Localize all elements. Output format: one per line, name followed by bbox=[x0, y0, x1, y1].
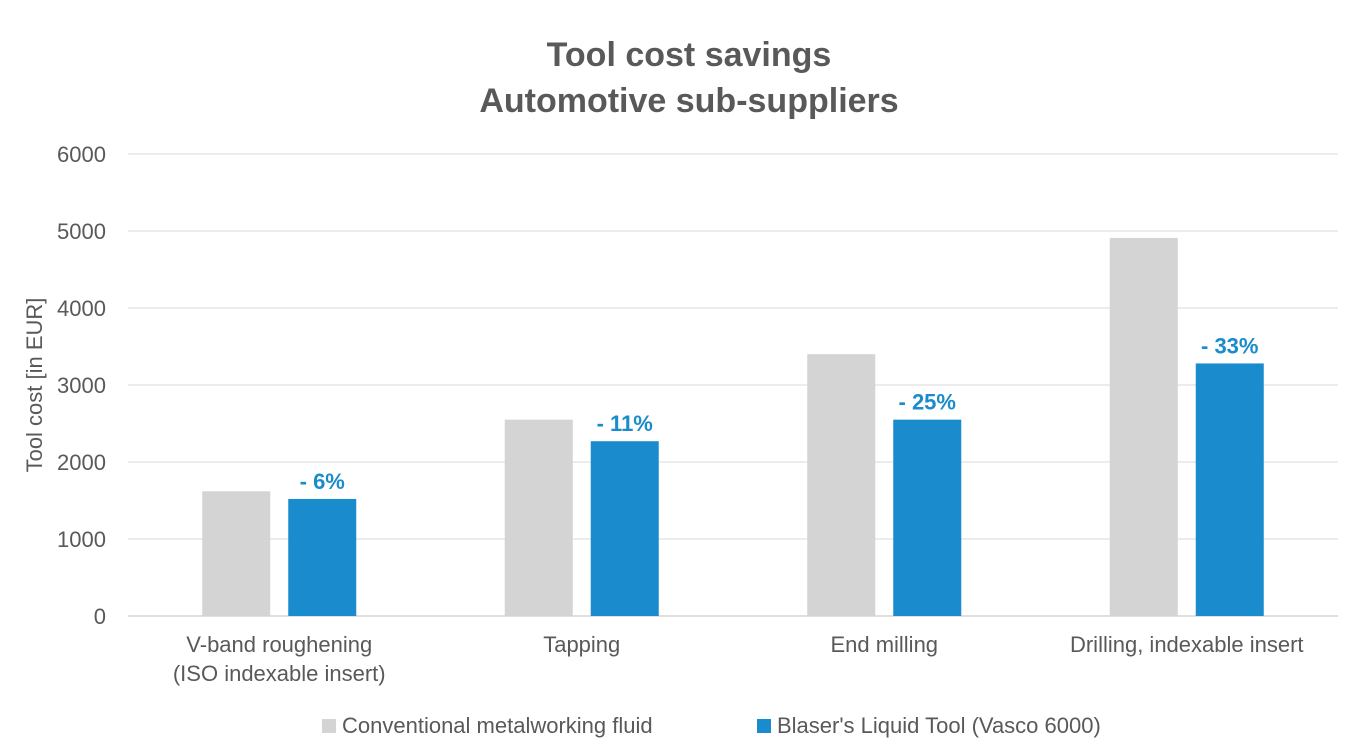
legend-swatch-conventional bbox=[322, 719, 336, 733]
y-tick-label: 1000 bbox=[57, 527, 106, 552]
legend-label-conventional: Conventional metalworking fluid bbox=[342, 713, 653, 738]
data-label: - 11% bbox=[597, 411, 653, 436]
data-label: - 6% bbox=[300, 469, 345, 494]
bar-conventional bbox=[807, 354, 876, 616]
y-tick-label: 6000 bbox=[57, 142, 106, 167]
bar-blaser bbox=[893, 419, 962, 616]
y-tick-label: 3000 bbox=[57, 373, 106, 398]
chart-title-line-2: Automotive sub-suppliers bbox=[479, 82, 899, 120]
legend-item-conventional: Conventional metalworking fluid bbox=[322, 713, 653, 739]
y-tick-label: 4000 bbox=[57, 296, 106, 321]
y-tick-label: 2000 bbox=[57, 450, 106, 475]
y-tick-label: 5000 bbox=[57, 219, 106, 244]
y-axis-label: Tool cost [in EUR] bbox=[22, 298, 47, 473]
bar-blaser bbox=[1195, 363, 1264, 616]
x-tick-label: Drilling, indexable insert bbox=[1070, 632, 1304, 657]
x-tick-label: Tapping bbox=[543, 632, 620, 657]
y-tick-label: 0 bbox=[94, 604, 106, 629]
x-tick-label: (ISO indexable insert) bbox=[173, 661, 386, 686]
x-tick-label: End milling bbox=[830, 632, 938, 657]
x-tick-label: V-band roughening bbox=[186, 632, 372, 657]
bar-conventional bbox=[202, 491, 271, 616]
bar-conventional bbox=[504, 419, 573, 616]
legend-label-blaser: Blaser's Liquid Tool (Vasco 6000) bbox=[777, 713, 1101, 738]
bar-conventional bbox=[1109, 237, 1178, 616]
chart-title-line-1: Tool cost savings bbox=[546, 36, 832, 74]
legend-item-blaser: Blaser's Liquid Tool (Vasco 6000) bbox=[757, 713, 1101, 739]
bar-blaser bbox=[590, 441, 659, 616]
data-label: - 25% bbox=[899, 390, 956, 415]
bar-blaser bbox=[288, 498, 357, 616]
data-label: - 33% bbox=[1201, 333, 1258, 358]
legend-swatch-blaser bbox=[757, 719, 771, 733]
